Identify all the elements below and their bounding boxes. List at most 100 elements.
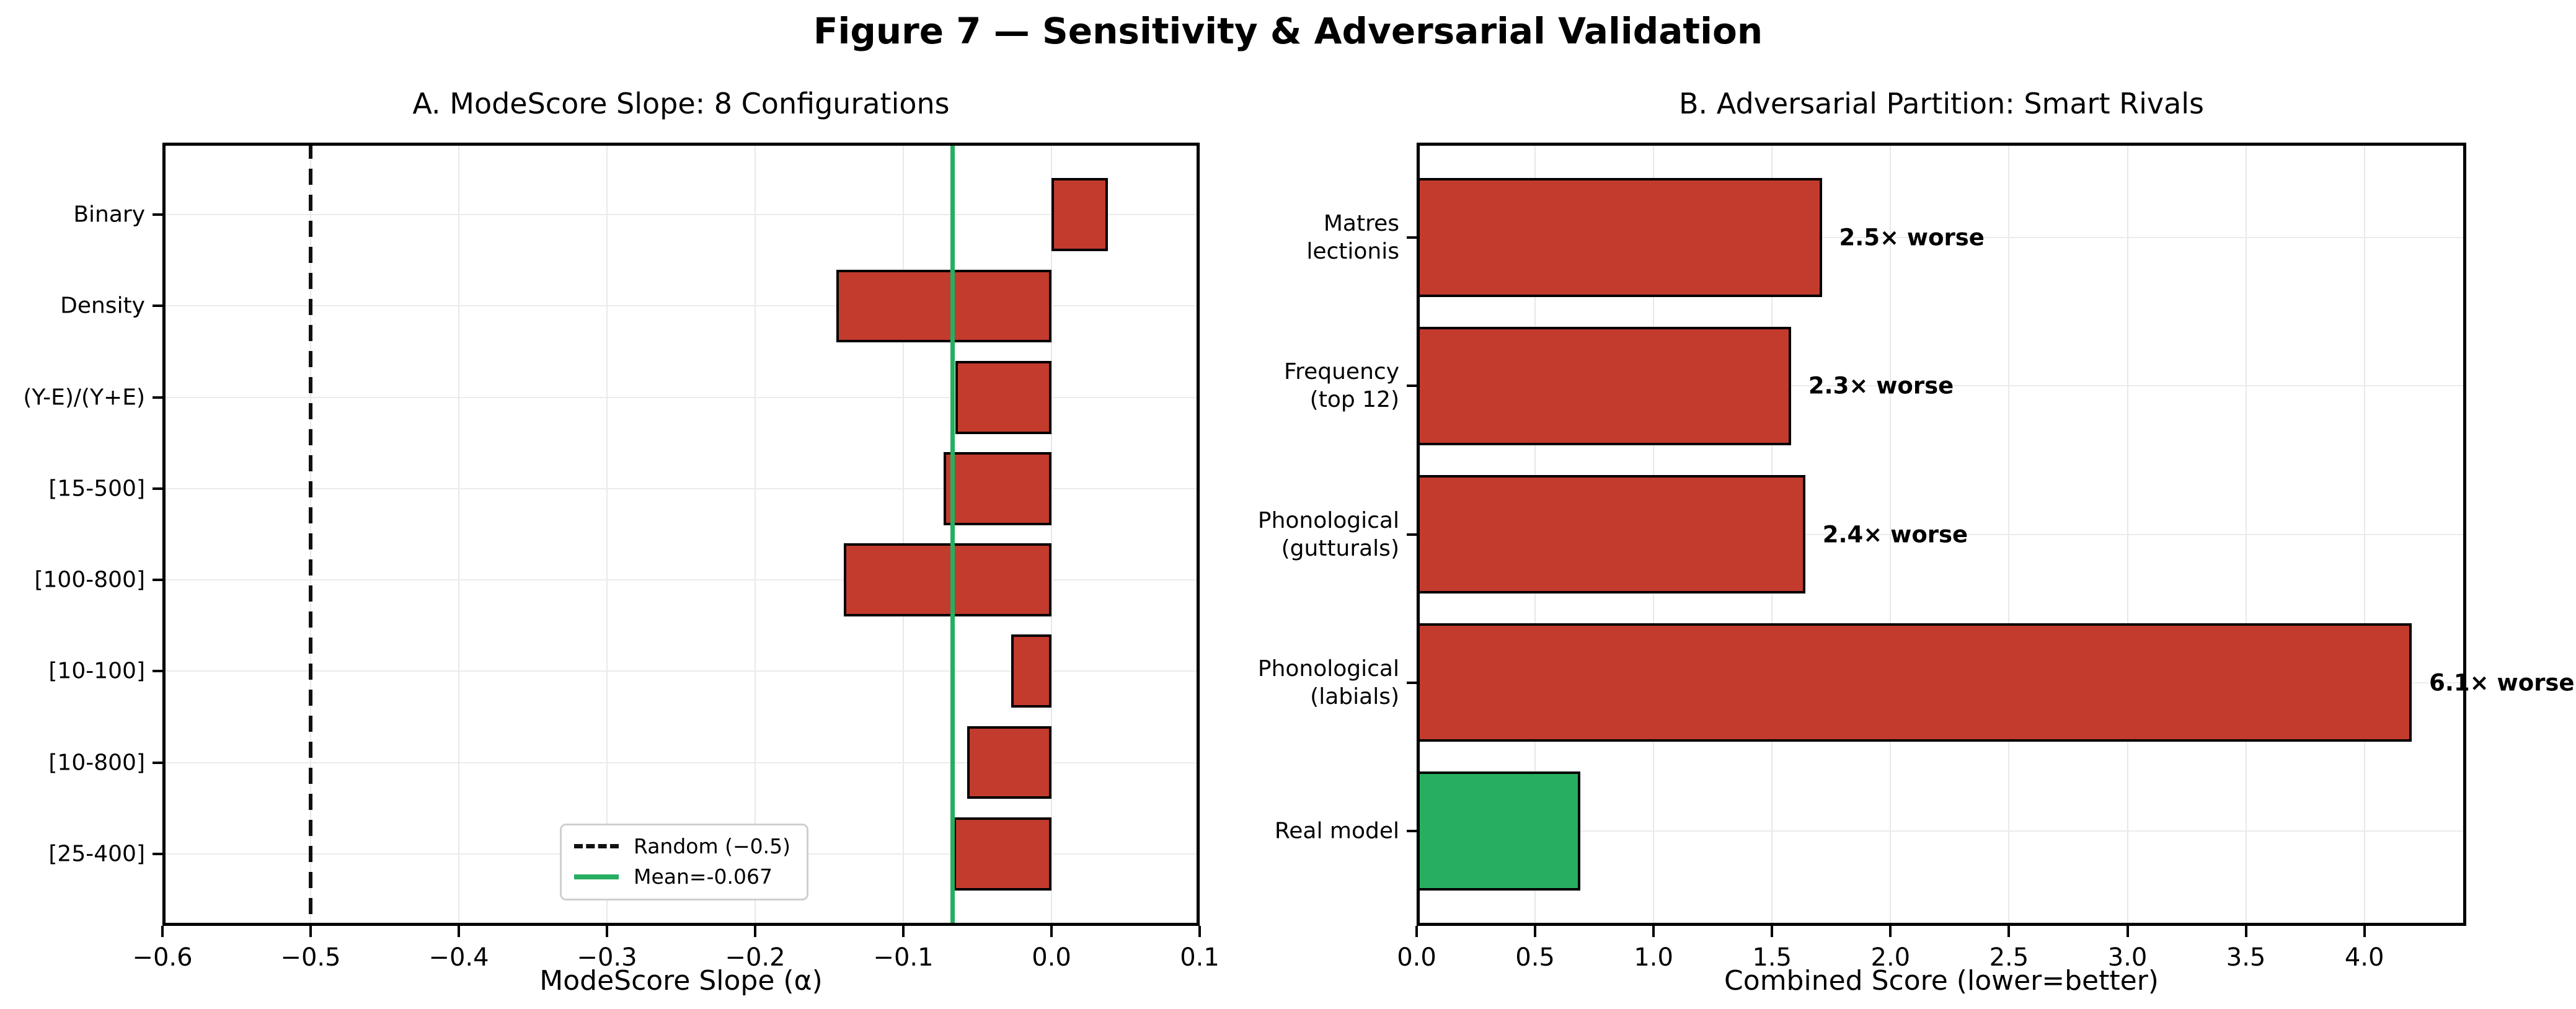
x-tick-label: 0.0 — [1397, 943, 1436, 972]
x-tick-label: 3.5 — [2226, 943, 2266, 972]
bar-real-model — [1417, 771, 1580, 891]
y-tick-mark — [153, 487, 162, 490]
y-tick-mark — [153, 579, 162, 582]
horizontal-gridline — [162, 487, 1200, 489]
horizontal-gridline — [162, 396, 1200, 398]
y-tick-mark — [153, 213, 162, 216]
horizontal-gridline — [162, 670, 1200, 672]
x-tick-mark — [2244, 926, 2247, 937]
legend-label-random: Random (−0.5) — [634, 834, 790, 858]
y-category-label: (Y-E)/(Y+E) — [23, 384, 145, 411]
panel-b-plot-area — [1416, 143, 2466, 926]
green-line-sample-icon — [574, 874, 619, 879]
vertical-gridline — [606, 143, 608, 926]
vertical-gridline — [458, 143, 459, 926]
y-category-label: [100-800] — [34, 567, 145, 593]
y-category-label: Binary — [73, 202, 145, 228]
vertical-gridline — [1051, 143, 1052, 926]
y-tick-mark — [153, 761, 162, 764]
panel-a-x-axis-label: ModeScore Slope (α) — [539, 965, 823, 997]
y-category-label: Frequency (top 12) — [1284, 359, 1399, 413]
horizontal-gridline — [162, 214, 1200, 216]
horizontal-gridline — [1417, 385, 2466, 387]
vertical-gridline — [162, 143, 163, 926]
bar-annotation: 2.5× worse — [1839, 224, 1985, 251]
y-tick-mark — [1407, 533, 1417, 536]
y-tick-mark — [1407, 681, 1417, 684]
x-tick-mark — [1198, 926, 1201, 937]
x-tick-label: −0.5 — [280, 943, 341, 972]
x-tick-mark — [1889, 926, 1892, 937]
bar-density — [836, 269, 1051, 343]
horizontal-gridline — [1417, 533, 2466, 535]
panel-a-title: A. ModeScore Slope: 8 Configurations — [412, 87, 950, 120]
panel-b-title: B. Adversarial Partition: Smart Rivals — [1678, 87, 2205, 120]
horizontal-gridline — [1417, 237, 2466, 239]
legend-row-mean: Mean=-0.067 — [574, 865, 790, 889]
bar-[25-400] — [954, 817, 1051, 891]
y-tick-mark — [153, 670, 162, 673]
x-tick-label: −0.1 — [873, 943, 934, 972]
x-tick-mark — [2363, 926, 2366, 937]
horizontal-gridline — [1417, 830, 2466, 832]
vertical-gridline — [903, 143, 904, 926]
x-tick-label: 1.0 — [1634, 943, 1673, 972]
bar-(y-e)/(y+e) — [955, 360, 1051, 434]
x-tick-mark — [754, 926, 756, 937]
vertical-gridline — [755, 143, 756, 926]
bar-[10-100] — [1011, 634, 1051, 708]
x-tick-mark — [2126, 926, 2129, 937]
y-category-label: [25-400] — [48, 841, 145, 867]
horizontal-gridline — [162, 762, 1200, 763]
y-category-label: [10-800] — [48, 750, 145, 775]
y-tick-mark — [1407, 384, 1417, 388]
panel-b-x-axis-label: Combined Score (lower=better) — [1724, 965, 2159, 997]
dashed-line-sample-icon — [574, 844, 619, 848]
x-tick-label: 4.0 — [2344, 943, 2384, 972]
x-tick-mark — [902, 926, 905, 937]
bar-matres-lectionis — [1417, 178, 1822, 297]
y-tick-mark — [153, 396, 162, 399]
x-tick-mark — [1652, 926, 1655, 937]
y-category-label: Real model — [1274, 818, 1399, 844]
x-tick-label: 0.5 — [1515, 943, 1555, 972]
random-baseline-line — [309, 143, 312, 926]
y-category-label: Phonological (labials) — [1257, 656, 1399, 709]
panel-a-legend: Random (−0.5) Mean=-0.067 — [560, 824, 808, 900]
y-category-label: Phonological (gutturals) — [1257, 507, 1399, 561]
panel-a-plot-area — [162, 143, 1200, 926]
y-category-label: Density — [60, 293, 145, 319]
x-tick-mark — [458, 926, 460, 937]
x-tick-mark — [1771, 926, 1774, 937]
x-tick-mark — [2007, 926, 2011, 937]
y-category-label: [10-100] — [48, 658, 145, 684]
x-tick-label: 2.5 — [1989, 943, 2029, 972]
legend-row-random: Random (−0.5) — [574, 834, 790, 858]
vertical-gridline — [1199, 143, 1200, 926]
axes-box — [162, 143, 1200, 926]
mean-line — [950, 143, 955, 926]
horizontal-gridline — [162, 579, 1200, 581]
y-category-label: [15-500] — [48, 476, 145, 502]
y-tick-mark — [1407, 829, 1417, 832]
y-category-label: Matres lectionis — [1306, 211, 1399, 265]
bar-binary — [1051, 178, 1108, 252]
x-tick-label: 3.0 — [2107, 943, 2148, 972]
x-tick-label: 2.0 — [1870, 943, 1911, 972]
x-tick-mark — [161, 926, 164, 937]
figure-title: Figure 7 — Sensitivity & Adversarial Val… — [813, 10, 1763, 52]
bar-[15-500] — [943, 452, 1051, 525]
x-tick-mark — [309, 926, 312, 937]
bar-phonological-(labials) — [1417, 623, 2412, 742]
bar-annotation: 2.4× worse — [1822, 521, 1968, 548]
x-tick-label: 0.0 — [1032, 943, 1071, 972]
x-tick-label: −0.4 — [428, 943, 489, 972]
bar-[100-800] — [844, 543, 1051, 616]
y-tick-mark — [153, 304, 162, 308]
x-tick-mark — [1050, 926, 1053, 937]
y-tick-mark — [153, 852, 162, 855]
x-tick-mark — [606, 926, 608, 937]
legend-label-mean: Mean=-0.067 — [634, 865, 772, 889]
x-tick-mark — [1534, 926, 1537, 937]
